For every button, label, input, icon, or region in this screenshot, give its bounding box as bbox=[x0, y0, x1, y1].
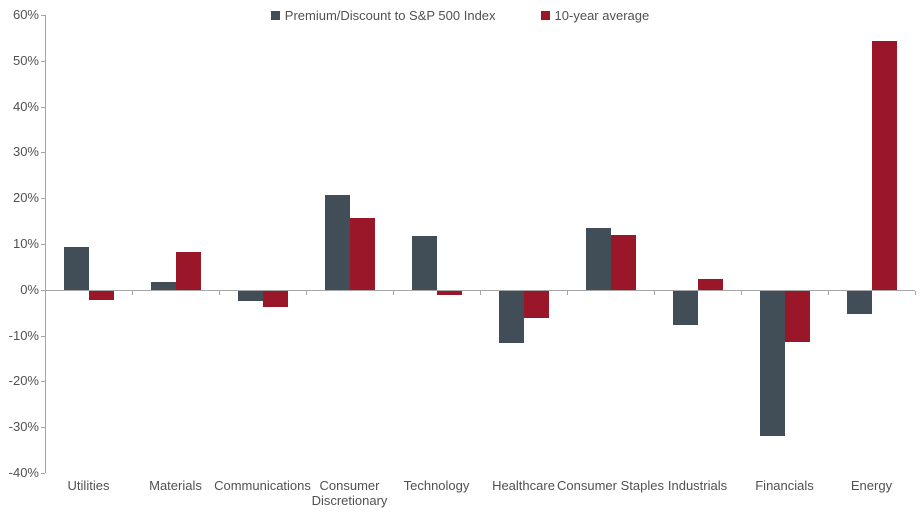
y-axis-label: 20% bbox=[12, 190, 39, 206]
x-axis-tick bbox=[828, 290, 829, 295]
x-axis-label-industrials: Industrials bbox=[667, 478, 728, 493]
bar-10-year-average-technology bbox=[436, 290, 462, 296]
y-axis-tick bbox=[41, 335, 45, 337]
bar-10-year-average-consumer-discretionary bbox=[349, 218, 375, 290]
x-axis-tick bbox=[219, 290, 220, 295]
y-axis-label: -40% bbox=[8, 465, 39, 480]
y-axis-tick bbox=[41, 106, 45, 108]
y-axis-label: 0% bbox=[20, 281, 39, 297]
y-axis-label: -30% bbox=[8, 419, 39, 435]
y-axis-tick bbox=[41, 381, 45, 383]
bar-10-year-average-industrials bbox=[697, 279, 723, 290]
y-axis-label: 50% bbox=[12, 52, 39, 68]
x-axis-label-consumer-discretionary: Consumer Discretionary bbox=[311, 478, 388, 508]
x-axis-label-energy: Energy bbox=[850, 478, 893, 493]
legend-label: Premium/Discount to S&P 500 Index bbox=[284, 8, 496, 23]
bar-10-year-average-financials bbox=[784, 290, 810, 343]
y-axis-tick bbox=[41, 244, 45, 245]
bar-premium-discount-to-s-p-500-index-energy bbox=[846, 290, 872, 315]
y-axis-tick bbox=[41, 289, 45, 291]
x-axis-label-communications: Communications bbox=[214, 478, 311, 493]
x-axis-tick bbox=[306, 290, 307, 295]
bar-10-year-average-utilities bbox=[88, 290, 114, 300]
y-axis-label: 10% bbox=[12, 236, 39, 251]
legend-swatch-icon bbox=[270, 11, 280, 20]
bar-premium-discount-to-s-p-500-index-communications bbox=[237, 290, 263, 302]
bar-10-year-average-consumer-staples bbox=[610, 234, 636, 290]
y-axis-tick bbox=[41, 152, 45, 154]
bar-premium-discount-to-s-p-500-index-technology bbox=[411, 235, 437, 290]
bar-premium-discount-to-s-p-500-index-financials bbox=[759, 290, 785, 436]
x-axis-label-materials: Materials bbox=[149, 478, 202, 493]
bar-premium-discount-to-s-p-500-index-industrials bbox=[672, 290, 698, 326]
x-axis-label-technology: Technology bbox=[403, 478, 470, 493]
legend-label: 10-year average bbox=[554, 8, 650, 23]
y-axis-tick bbox=[41, 60, 45, 62]
y-axis-label: 30% bbox=[12, 144, 39, 160]
x-axis-tick bbox=[741, 290, 742, 295]
legend: Premium/Discount to S&P 500 Index 10-year… bbox=[0, 8, 920, 23]
bar-premium-discount-to-s-p-500-index-healthcare bbox=[498, 290, 524, 343]
x-axis-label-utilities: Utilities bbox=[67, 478, 110, 493]
legend-item-10-year-average: 10-year average bbox=[540, 8, 650, 23]
legend-swatch-icon bbox=[540, 11, 550, 20]
x-axis-label-healthcare: Healthcare bbox=[492, 478, 555, 493]
y-axis-tick bbox=[41, 198, 45, 200]
y-axis-label: -10% bbox=[8, 327, 39, 343]
x-axis-tick bbox=[393, 290, 394, 295]
bar-premium-discount-to-s-p-500-index-materials bbox=[150, 282, 176, 290]
x-axis-tick bbox=[132, 290, 133, 295]
bar-10-year-average-materials bbox=[175, 252, 201, 290]
bar-premium-discount-to-s-p-500-index-consumer-discretionary bbox=[324, 194, 350, 290]
x-axis-tick bbox=[480, 290, 481, 295]
y-axis-label: 40% bbox=[12, 98, 39, 114]
x-axis-zero-line bbox=[45, 289, 915, 291]
y-axis-label: 60% bbox=[12, 7, 39, 22]
bar-10-year-average-energy bbox=[871, 41, 897, 290]
bar-10-year-average-communications bbox=[262, 290, 288, 307]
y-axis-tick bbox=[41, 473, 45, 474]
bar-premium-discount-to-s-p-500-index-utilities bbox=[63, 247, 89, 290]
x-axis-tick bbox=[45, 290, 46, 295]
bar-10-year-average-healthcare bbox=[523, 290, 549, 319]
x-axis-tick bbox=[915, 290, 916, 295]
x-axis-label-financials: Financials bbox=[755, 478, 814, 493]
y-axis-tick bbox=[41, 427, 45, 429]
y-axis-label: -20% bbox=[8, 373, 39, 389]
y-axis-line bbox=[45, 15, 46, 473]
legend-item-premium-discount-to-s-p-500-index: Premium/Discount to S&P 500 Index bbox=[270, 8, 496, 23]
x-axis-tick bbox=[654, 290, 655, 295]
x-axis-tick bbox=[567, 290, 568, 295]
y-axis-tick bbox=[41, 15, 45, 16]
x-axis-label-consumer-staples: Consumer Staples bbox=[557, 478, 664, 493]
bar-premium-discount-to-s-p-500-index-consumer-staples bbox=[585, 228, 611, 290]
